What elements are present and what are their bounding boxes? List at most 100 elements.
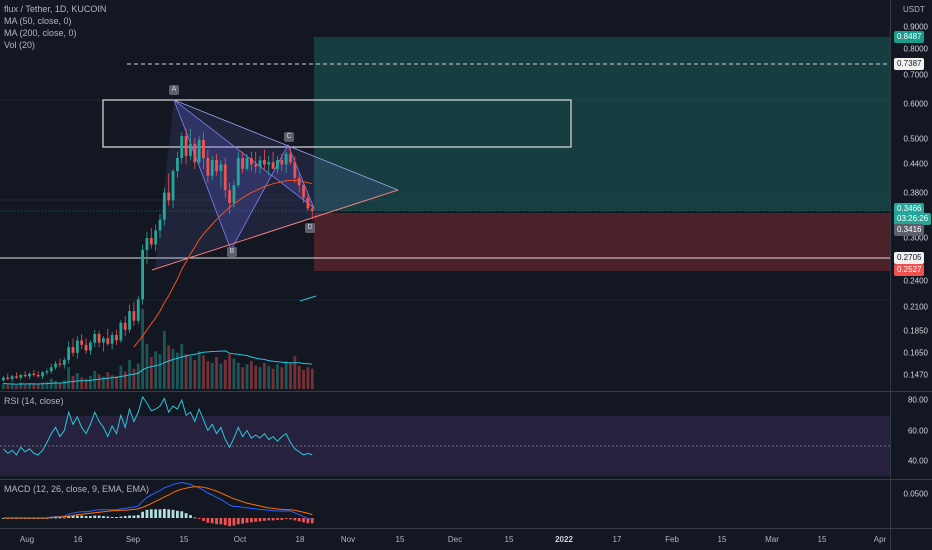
price-tick: 0.4400 <box>903 159 928 169</box>
pane-separator-macd[interactable] <box>0 479 932 480</box>
macd-hist-bar <box>145 509 149 518</box>
candle-body <box>171 171 175 201</box>
rsi-legend[interactable]: RSI (14, close) <box>4 396 64 406</box>
price-tick: 0.8000 <box>903 44 928 54</box>
candle-body <box>23 375 27 377</box>
volume-bar <box>176 352 179 389</box>
price-axis[interactable]: 0.9000 0.8000 0.7000 0.6000 0.5000 0.440… <box>890 0 932 550</box>
pane-separator-rsi[interactable] <box>0 391 932 392</box>
macd-hist-bar <box>223 518 227 526</box>
candle-body <box>245 158 249 169</box>
time-label: 15 <box>717 535 727 544</box>
pattern-point-b[interactable]: B <box>227 247 237 257</box>
stop-price-badge[interactable]: 0.2527 <box>894 264 925 276</box>
macd-hist-bar <box>280 518 284 520</box>
macd-hist-bar <box>97 515 101 518</box>
ma50-legend[interactable]: MA (50, close, 0) <box>4 16 72 26</box>
volume-legend[interactable]: Vol (20) <box>4 40 36 50</box>
candle-body <box>197 139 201 163</box>
current-price-badge[interactable]: 0.3466 <box>894 203 925 215</box>
rsi-line <box>3 395 313 456</box>
chart-canvas[interactable] <box>0 0 890 550</box>
macd-hist-bar <box>80 515 84 518</box>
candle-body <box>97 333 101 343</box>
cursor-price-badge[interactable]: 0.3416 <box>894 224 925 236</box>
volume-bar <box>167 345 171 389</box>
candle-body <box>215 160 218 172</box>
volume-bar <box>145 343 149 389</box>
candle-body <box>184 136 188 156</box>
macd-hist-bar <box>180 511 184 518</box>
candle-body <box>62 359 66 365</box>
currency-label: USDT <box>903 5 925 14</box>
macd-hist-bar <box>189 515 192 518</box>
time-label: 18 <box>295 535 305 544</box>
candle-body <box>254 164 258 167</box>
volume-bar <box>102 376 105 389</box>
pattern-point-a[interactable]: A <box>169 85 179 95</box>
volume-bar <box>245 364 249 389</box>
support-price-badge[interactable]: 0.2705 <box>894 252 925 264</box>
macd-hist-bar <box>271 518 275 521</box>
resistance-box[interactable] <box>102 99 572 148</box>
candle-body <box>58 363 62 365</box>
rsi-tick: 40.00 <box>907 456 928 466</box>
trendline-lower[interactable] <box>151 189 399 271</box>
volume-bar <box>19 382 23 389</box>
symbol-title[interactable]: flux / Tether, 1D, KUCOIN <box>4 4 107 14</box>
triangle-projection[interactable] <box>155 100 398 268</box>
candle-body <box>210 160 214 176</box>
signal-line <box>3 486 313 519</box>
volume-bar <box>136 363 140 389</box>
pattern-point-d[interactable]: D <box>305 223 315 233</box>
trendline-upper[interactable] <box>173 99 399 191</box>
candle-body <box>236 158 240 186</box>
target-price-badge[interactable]: 0.8487 <box>894 31 925 43</box>
candle-body <box>45 371 49 373</box>
pattern-point-c[interactable]: C <box>284 132 294 142</box>
volume-bar <box>258 367 262 389</box>
price-tick: 0.1470 <box>903 370 928 380</box>
macd-hist-bar <box>71 515 75 518</box>
volume-bar <box>276 364 279 389</box>
macd-legend[interactable]: MACD (12, 26, close, 9, EMA, EMA) <box>4 484 150 494</box>
time-label: 17 <box>612 535 622 544</box>
volume-bar <box>106 372 110 389</box>
price-tick: 0.6000 <box>903 99 928 109</box>
target-zone[interactable] <box>314 37 890 211</box>
small-trendline[interactable] <box>299 295 317 302</box>
volume-bar <box>45 381 49 389</box>
candle-body <box>110 335 114 344</box>
volume-bar <box>149 357 153 389</box>
candle-body <box>28 373 31 377</box>
abcd-pattern[interactable] <box>173 98 315 251</box>
volume-bar <box>236 362 240 389</box>
volume-bar <box>162 330 166 389</box>
macd-hist-bar <box>310 518 314 524</box>
volume-ma-line <box>3 350 313 385</box>
candle-body <box>80 340 84 345</box>
stop-zone[interactable] <box>314 213 890 271</box>
macd-hist-bar <box>162 508 166 518</box>
dashed-price-badge[interactable]: 0.7387 <box>894 58 925 70</box>
candle-body <box>258 160 262 167</box>
candle-body <box>149 237 153 245</box>
candle-body <box>84 344 88 351</box>
time-label: Dec <box>447 535 463 544</box>
candle-body <box>158 219 162 231</box>
volume-bar <box>206 361 210 389</box>
candle-body <box>41 372 44 377</box>
candle-body <box>102 338 105 343</box>
candle-body <box>128 311 131 330</box>
ma200-legend[interactable]: MA (200, close, 0) <box>4 28 77 38</box>
price-tick: 0.3000 <box>903 233 928 243</box>
time-label: Oct <box>233 535 247 544</box>
volume-bar <box>49 378 53 389</box>
volume-bar <box>115 375 118 389</box>
candle-body <box>219 164 223 172</box>
volume-bar <box>89 375 92 389</box>
candle-body <box>75 340 79 353</box>
candle-body <box>180 136 184 159</box>
volume-bar <box>54 381 57 389</box>
volume-bar <box>215 357 218 389</box>
